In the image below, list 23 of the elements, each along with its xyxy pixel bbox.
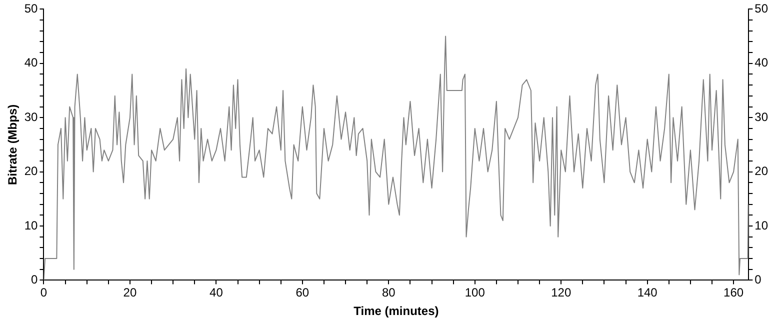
y-tick-label: 10 — [24, 218, 38, 232]
y-tick-label: 20 — [24, 164, 38, 178]
y-tick-label: 50 — [24, 2, 38, 16]
y2-tick-label: 50 — [754, 2, 768, 16]
x-tick-label: 0 — [40, 286, 48, 300]
x-tick-label: 20 — [123, 286, 137, 300]
x-axis-title: Time (minutes) — [354, 304, 439, 318]
y-tick-label: 40 — [24, 56, 38, 70]
x-tick-label: 160 — [724, 286, 744, 300]
y-tick-label: 30 — [24, 110, 38, 124]
y2-tick-label: 40 — [754, 56, 768, 70]
y2-tick-label: 30 — [754, 110, 768, 124]
y2-tick-label: 20 — [754, 164, 768, 178]
y2-tick-label: 10 — [754, 218, 768, 232]
x-tick-label: 140 — [637, 286, 658, 300]
x-tick-label: 80 — [382, 286, 396, 300]
y-tick-label: 0 — [31, 272, 38, 287]
x-tick-label: 60 — [296, 286, 310, 300]
x-tick-label: 100 — [464, 286, 486, 300]
x-tick-label: 120 — [551, 286, 572, 300]
y2-tick-label: 0 — [754, 272, 762, 287]
x-tick-label: 40 — [210, 286, 224, 300]
y-axis-title: Bitrate (Mbps) — [6, 104, 20, 186]
